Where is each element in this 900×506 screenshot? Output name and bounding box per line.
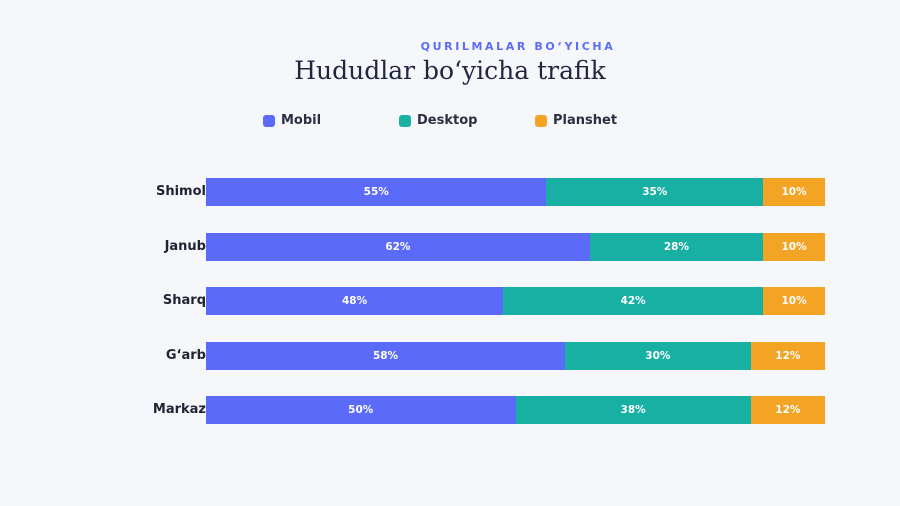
legend-item-planshet: Planshet [535,113,617,128]
bar-sharq-desktop: 42% [503,287,764,315]
chart-title: Hududlar bo‘yicha trafik [294,56,606,85]
data-label: 12% [775,404,801,416]
data-label: 42% [620,295,646,307]
bar-markaz-desktop: 38% [515,396,751,424]
bar-g-arb-desktop: 30% [565,341,751,370]
category-label-g-arb: G‘arb [165,347,206,363]
bar-janub-desktop: 28% [589,232,764,261]
category-label-shimol: Shimol [155,184,206,199]
bar-shimol-planshet: 10% [763,178,825,206]
data-label: 10% [781,295,807,307]
chart-subtitle: QURILMALAR BO‘YICHA [420,40,616,53]
data-label: 48% [341,295,368,307]
legend-swatch-planshet [535,114,547,127]
bar-janub-mobil: 62% [206,232,590,261]
legend-label-mobil: Mobil [281,113,322,128]
legend-item-mobil: Mobil [263,113,321,128]
data-label: 30% [645,349,671,362]
legend-item-desktop: Desktop [399,113,477,128]
legend-swatch-desktop [399,114,411,127]
bar-sharq-planshet: 10% [763,287,825,315]
data-label: 35% [642,186,668,198]
data-label: 10% [781,186,807,198]
legend-label-planshet: Planshet [553,113,618,128]
legend-swatch-mobil [263,114,275,127]
bar-shimol-desktop: 35% [546,178,764,206]
data-label: 62% [385,240,411,253]
bar-janub-planshet: 10% [763,232,825,261]
category-label-markaz: Markaz [152,402,206,417]
bar-shimol-mobil: 55% [206,178,547,206]
data-label: 28% [663,240,689,253]
bar-g-arb-planshet: 12% [750,341,825,370]
data-label: 50% [348,404,374,416]
data-label: 58% [372,349,399,362]
legend-label-desktop: Desktop [417,113,478,128]
data-label: 10% [781,240,807,253]
bar-markaz-mobil: 50% [206,396,516,424]
category-label-janub: Janub [164,238,206,254]
bar-markaz-planshet: 12% [750,396,825,424]
bar-sharq-mobil: 48% [206,287,504,315]
data-label: 55% [363,186,389,198]
data-label: 12% [775,349,801,362]
data-label: 38% [620,404,646,416]
bar-g-arb-mobil: 58% [206,341,566,370]
category-label-sharq: Sharq [162,293,206,308]
